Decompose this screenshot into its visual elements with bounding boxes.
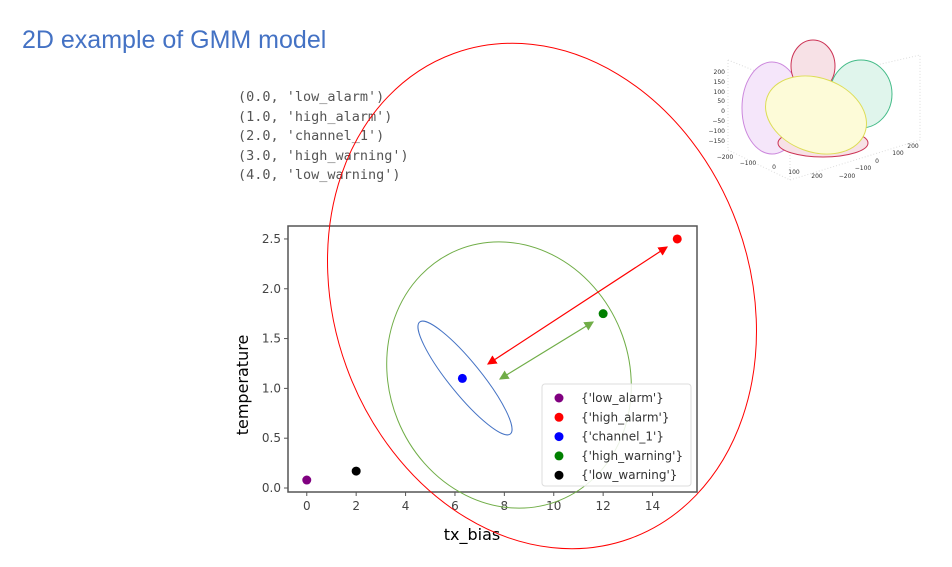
- z-tick-label: −100: [709, 128, 726, 135]
- y3d-tick-label: −100: [855, 165, 872, 172]
- z-tick-label: 0: [721, 108, 725, 115]
- z-tick-label: 50: [717, 98, 725, 105]
- data-point: [457, 373, 467, 383]
- legend-marker: [554, 432, 564, 442]
- z-tick-label: 150: [714, 79, 726, 86]
- x-tick-label: 2: [352, 499, 360, 513]
- legend-label: {'high_warning'}: [581, 449, 683, 463]
- y-axis-label: temperature: [233, 335, 252, 436]
- legend-label: {'low_warning'}: [581, 468, 677, 482]
- y3d-tick-label: 100: [892, 150, 904, 157]
- y-tick-label: 2.0: [262, 282, 281, 296]
- mapping-line: (3.0, 'high_warning'): [238, 147, 409, 164]
- data-point: [302, 475, 312, 485]
- yellow-component-surface: [765, 75, 867, 155]
- data-point: [351, 466, 361, 476]
- y3d-tick-label: 0: [875, 158, 879, 165]
- mapping-line: (1.0, 'high_alarm'): [238, 108, 393, 125]
- legend-label: {'high_alarm'}: [581, 410, 669, 424]
- x-axis-label: tx_bias: [444, 525, 500, 545]
- y-tick-label: 0.5: [262, 431, 281, 445]
- y-tick-label: 2.5: [262, 232, 281, 246]
- high-alarm-ellipse: [327, 42, 757, 550]
- y-tick-label: 1.0: [262, 381, 281, 395]
- y3d-tick-label: 200: [907, 143, 919, 150]
- x-tick-label: 14: [645, 499, 660, 513]
- data-point: [672, 234, 682, 244]
- legend: [541, 383, 692, 487]
- x3d-tick-label: −200: [717, 154, 734, 161]
- mapping-line: (2.0, 'channel_1'): [238, 128, 385, 144]
- x-tick-label: 10: [546, 499, 561, 513]
- x-tick-label: 8: [501, 499, 509, 513]
- x-tick-label: 12: [596, 499, 611, 513]
- x3d-tick-label: 200: [811, 173, 823, 180]
- x-tick-label: 4: [402, 499, 410, 513]
- x3d-tick-label: 0: [772, 164, 776, 171]
- high-warning-distance-arrow: [498, 321, 595, 380]
- legend-marker: [554, 393, 564, 403]
- x3d-tick-label: −100: [740, 160, 757, 167]
- y3d-tick-label: −200: [839, 173, 856, 180]
- legend-marker: [554, 470, 564, 480]
- data-point: [598, 309, 608, 319]
- x-tick-label: 6: [451, 499, 459, 513]
- x3d-tick-label: 100: [788, 169, 800, 176]
- slide-title: 2D example of GMM model: [22, 26, 327, 54]
- mapping-line: (0.0, 'low_alarm'): [238, 89, 385, 105]
- channel-1-ellipse: [417, 320, 513, 436]
- legend-marker: [554, 451, 564, 461]
- x-tick-label: 0: [303, 499, 311, 513]
- z-tick-label: 200: [714, 69, 726, 76]
- y-tick-label: 0.0: [262, 481, 281, 495]
- z-tick-label: 100: [714, 89, 726, 96]
- legend-label: {'low_alarm'}: [581, 391, 664, 405]
- legend-label: {'channel_1'}: [581, 430, 664, 444]
- y-tick-label: 1.5: [262, 332, 281, 346]
- z-tick-label: −150: [709, 138, 726, 145]
- legend-marker: [554, 412, 564, 422]
- z-tick-label: −50: [712, 118, 725, 125]
- mapping-line: (4.0, 'low_warning'): [238, 167, 401, 183]
- label-mapping-output: (0.0, 'low_alarm') (1.0, 'high_alarm') (2.…: [238, 88, 409, 186]
